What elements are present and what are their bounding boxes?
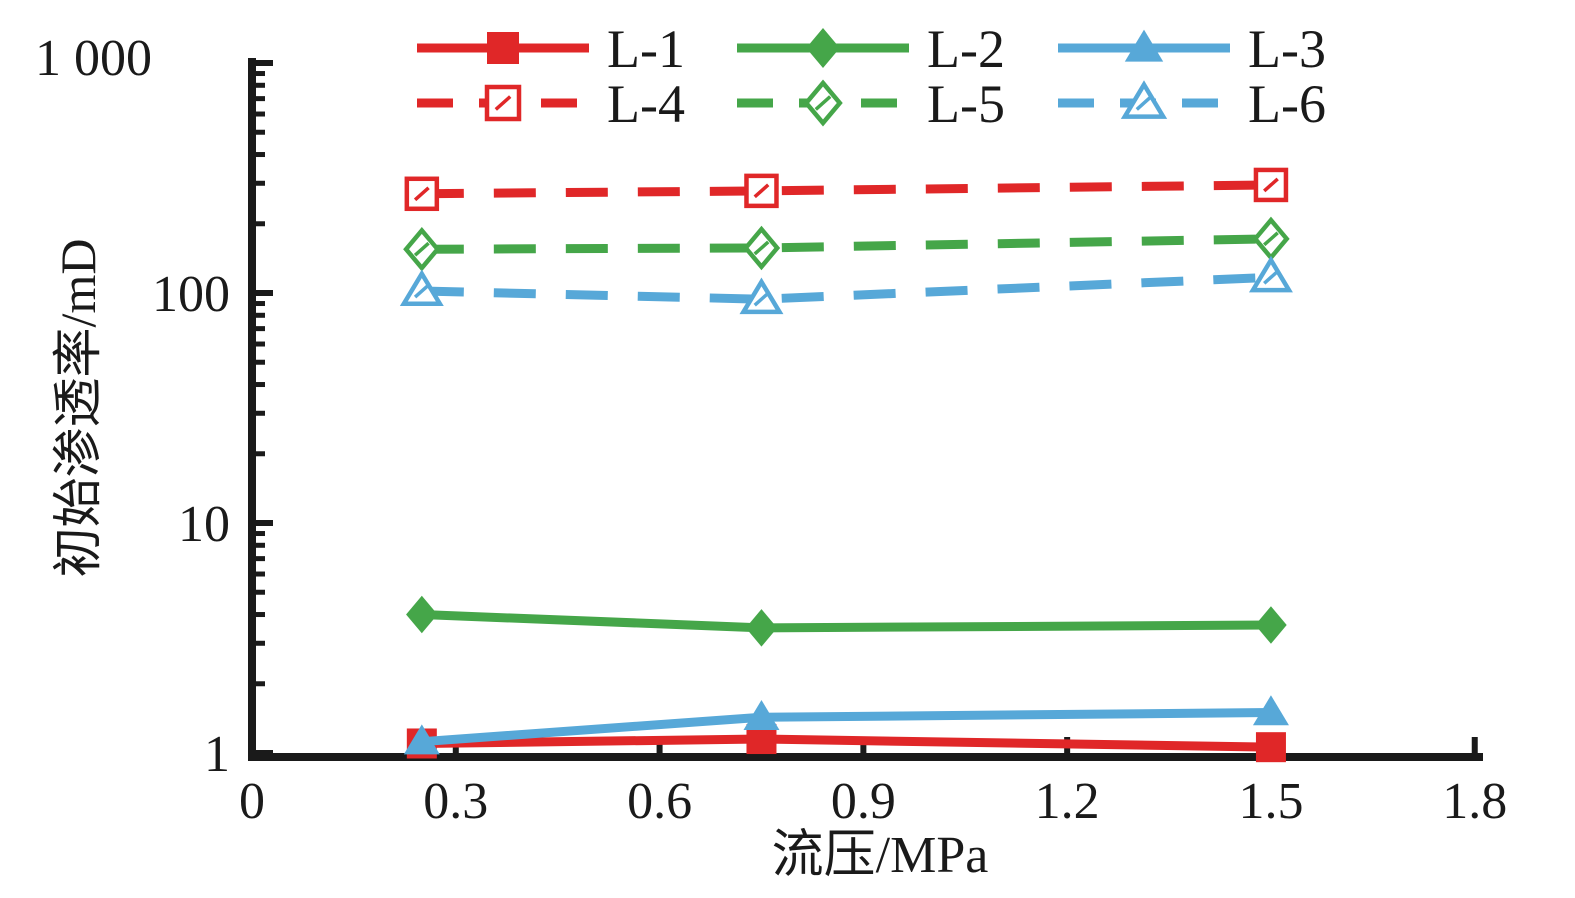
x-tick-label: 1.2: [1035, 773, 1100, 830]
marker-L-3: [1252, 695, 1289, 726]
series-line-L-2: [421, 610, 1271, 633]
marker-L-2: [1255, 606, 1287, 644]
x-tick-label: 0.6: [627, 773, 692, 830]
legend-item-L-1: L-1: [417, 19, 685, 79]
legend-label-L-1: L-1: [607, 19, 685, 79]
series-L-3: [403, 695, 1289, 755]
series-line-L-5: [421, 234, 1272, 254]
legend: L-1 L-2 L-3 L-4 L-5 L-6: [417, 19, 1326, 134]
marker-L-4: [1253, 167, 1289, 203]
x-tick-label: 1.8: [1442, 773, 1507, 830]
legend-label-L-3: L-3: [1248, 19, 1326, 79]
y-axis-title: 初始渗透率/mD: [50, 238, 106, 578]
marker-L-6: [399, 269, 444, 307]
legend-marker-L-3: [1124, 29, 1164, 62]
series-L-6: [399, 255, 1293, 315]
y-tick-label: 1 000: [35, 30, 152, 87]
marker-L-6: [739, 277, 784, 315]
series-L-2: [406, 595, 1287, 647]
series-L-4: [404, 167, 1289, 212]
legend-marker-L-5: [803, 79, 843, 127]
series-line-L-4: [421, 180, 1272, 199]
x-tick-label: 0.9: [831, 773, 896, 830]
x-tick-label: 0: [239, 773, 265, 830]
marker-L-2: [406, 595, 438, 634]
legend-marker-L-4: [484, 84, 522, 122]
legend-label-L-2: L-2: [927, 19, 1005, 79]
marker-L-2: [745, 609, 778, 647]
y-tick-label: 1: [204, 726, 230, 783]
marker-L-6: [1248, 255, 1293, 293]
y-ticks: [252, 60, 273, 756]
x-tick-label: 1.5: [1238, 773, 1303, 830]
marker-L-5: [1252, 216, 1290, 262]
axes: [248, 58, 1483, 761]
legend-item-L-3: L-3: [1058, 19, 1326, 79]
legend-item-L-5: L-5: [737, 74, 1005, 134]
marker-L-3: [743, 700, 780, 731]
legend-item-L-2: L-2: [737, 19, 1005, 79]
legend-item-L-6: L-6: [1058, 74, 1326, 134]
x-tick-label: 0.3: [423, 773, 488, 830]
x-ticks: 0 0.3 0.6 0.9 1.2 1.5 1.8: [239, 737, 1507, 830]
y-tick-labels: 1 10 100 1 000: [35, 30, 230, 783]
series-L-5: [403, 216, 1290, 272]
y-tick-label: 100: [152, 266, 230, 323]
marker-L-1: [1255, 732, 1286, 763]
series-line-L-6: [421, 272, 1272, 304]
marker-L-5: [742, 225, 781, 271]
legend-marker-L-2: [806, 28, 840, 68]
legend-label-L-6: L-6: [1248, 74, 1326, 134]
marker-L-4: [404, 176, 440, 212]
legend-marker-L-6: [1120, 80, 1168, 119]
marker-L-5: [403, 226, 441, 272]
legend-label-L-4: L-4: [607, 74, 685, 134]
marker-L-4: [744, 173, 779, 209]
series-line-L-1: [421, 734, 1272, 752]
legend-label-L-5: L-5: [927, 74, 1005, 134]
marker-L-3: [403, 724, 440, 755]
y-tick-label: 10: [178, 496, 230, 553]
legend-item-L-4: L-4: [417, 74, 685, 134]
legend-marker-L-1: [487, 32, 519, 64]
x-axis-title: 流压/MPa: [771, 827, 989, 884]
